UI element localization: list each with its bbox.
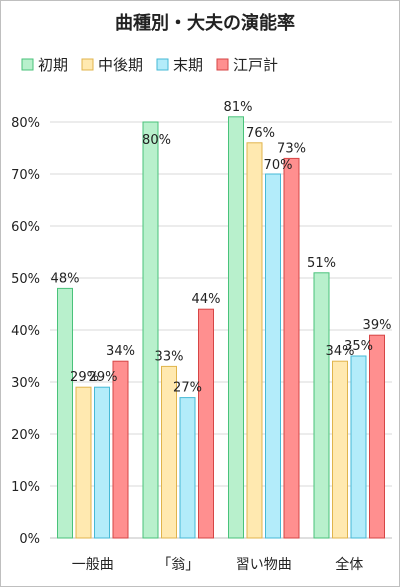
data-label: 70% <box>264 158 293 173</box>
x-category-label: 習い物曲 <box>236 557 292 573</box>
legend-swatch <box>21 58 34 71</box>
bars <box>57 116 385 539</box>
y-tick-label: 40% <box>11 324 40 339</box>
bar <box>112 360 129 539</box>
legend-label: 初期 <box>38 56 68 74</box>
bar <box>246 142 263 539</box>
data-label: 80% <box>142 133 171 148</box>
legend: 初期 中後期 末期 江戸計 <box>21 56 278 74</box>
bar <box>75 386 92 539</box>
data-label: 34% <box>106 344 135 359</box>
bar <box>142 121 159 539</box>
y-tick-label: 0% <box>19 532 40 547</box>
y-tick-label: 30% <box>11 376 40 391</box>
bar <box>369 334 385 539</box>
bar <box>313 272 330 539</box>
data-label: 48% <box>51 271 80 286</box>
bar <box>350 355 367 539</box>
legend-swatch <box>216 58 229 71</box>
data-labels: 48% 29%29% 34% 80% 33% 27% 44% 81% 76% 70% 73% 51% 3… <box>51 100 392 396</box>
bar <box>265 173 281 539</box>
bar <box>94 386 110 539</box>
y-axis: 0% 10% 20% 30% 40% 50% 60% 70% 80% <box>11 116 40 547</box>
data-label: 33% <box>155 349 184 364</box>
data-label: 51% <box>307 256 336 271</box>
y-tick-label: 20% <box>11 428 40 443</box>
x-category-label: 一般曲 <box>72 557 114 573</box>
legend-swatch <box>81 58 94 71</box>
y-tick-label: 80% <box>11 116 40 131</box>
y-tick-label: 60% <box>11 220 40 235</box>
data-label: 27% <box>173 381 202 396</box>
y-tick-label: 10% <box>11 480 40 495</box>
y-tick-label: 70% <box>11 168 40 183</box>
x-category-label: 「翁」 <box>157 557 199 573</box>
bar <box>198 308 214 539</box>
x-category-label: 全体 <box>335 556 363 573</box>
data-label: 29% <box>70 370 99 385</box>
legend-label: 末期 <box>173 56 203 74</box>
data-label: 44% <box>192 292 221 307</box>
bar <box>332 360 348 539</box>
data-label: 34% <box>326 344 355 359</box>
bar <box>228 116 244 539</box>
legend-swatch <box>156 58 169 71</box>
data-label: 73% <box>277 141 306 156</box>
data-label: 39% <box>363 318 392 333</box>
bar <box>283 157 300 539</box>
data-label: 81% <box>224 100 253 115</box>
legend-label: 中後期 <box>98 56 143 74</box>
data-label: 35% <box>344 339 373 354</box>
bar <box>57 287 73 539</box>
chart-title: 曲種別・大夫の演能率 <box>115 12 295 34</box>
y-tick-label: 50% <box>11 272 40 287</box>
legend-label: 江戸計 <box>233 56 278 74</box>
bar <box>161 365 177 539</box>
data-label: 29% <box>89 370 118 385</box>
data-label: 76% <box>246 126 275 141</box>
bar <box>179 397 196 539</box>
x-axis: 一般曲 「翁」 習い物曲 全体 <box>72 556 364 573</box>
